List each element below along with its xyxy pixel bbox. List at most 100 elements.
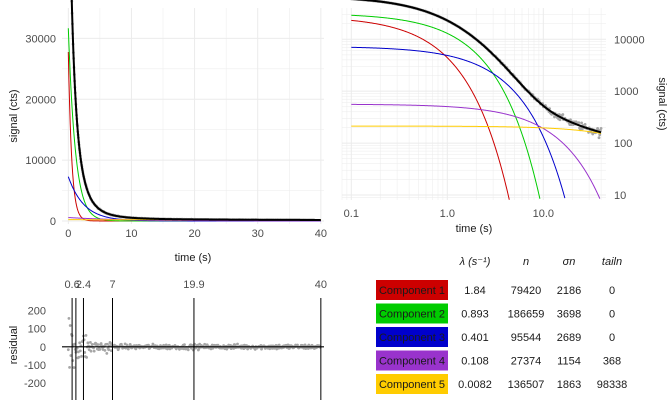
residual-point xyxy=(174,347,178,351)
residual-point xyxy=(303,343,307,347)
residual-point xyxy=(87,348,91,352)
linear-x-tick-label: 30 xyxy=(252,228,264,240)
data-point xyxy=(569,118,572,122)
n-cell: 136507 xyxy=(508,379,545,391)
tail-cell: 0 xyxy=(609,309,615,321)
loglog-tick-labels: 0.1 1.0 10.0 10 100 1000 10000 xyxy=(344,34,645,220)
data-point xyxy=(577,121,581,125)
residual-point xyxy=(190,346,193,350)
loglog-component-curve xyxy=(351,125,602,134)
residual-y-tick-label: -100 xyxy=(24,360,46,372)
linear-y-tick-label: 0 xyxy=(50,216,56,228)
loglog-grid xyxy=(341,8,606,200)
linear-y-tick-label: 20000 xyxy=(25,94,56,106)
component-label: Component 4 xyxy=(379,356,445,368)
linear-fit-curves xyxy=(67,0,321,222)
residual-point xyxy=(236,342,239,346)
table-row: Component 5 0.0082 136507 1863 98338 xyxy=(376,374,627,394)
data-point xyxy=(580,121,584,125)
linear-x-tick-label: 20 xyxy=(188,228,200,240)
residual-point xyxy=(98,347,102,351)
loglog-y-tick-label: 10 xyxy=(614,190,626,202)
residual-point xyxy=(164,343,168,347)
linear-decay-panel: 0 10 20 30 40 0 10000 20000 30000 time (s) signa… xyxy=(8,0,327,264)
table-row: Component 3 0.401 95544 2689 0 xyxy=(376,327,615,347)
y-axis-title: signal (cts) xyxy=(8,89,20,142)
residual-point xyxy=(72,366,76,369)
residual-point xyxy=(99,342,103,345)
component-swatch xyxy=(376,280,448,300)
residual-window-label: 19.9 xyxy=(183,279,204,291)
residual-y-tick-label: 100 xyxy=(28,324,46,336)
lambda-cell: 0.108 xyxy=(461,356,489,368)
residual-point xyxy=(75,346,79,350)
residual-point xyxy=(277,343,281,347)
residual-point xyxy=(109,349,113,353)
linear-total-fit-curve xyxy=(70,0,321,221)
residual-point xyxy=(66,348,70,352)
data-point xyxy=(599,126,603,130)
residual-point xyxy=(96,343,100,347)
linear-x-tick-label: 10 xyxy=(125,228,137,240)
loglog-component-curve xyxy=(351,103,601,199)
table-rows: Component 1 1.84 79420 2186 0 Component 2 0.89… xyxy=(376,280,627,394)
component-swatch xyxy=(376,327,448,347)
residual-y-tick-label: 200 xyxy=(28,306,46,318)
linear-y-tick-label: 10000 xyxy=(25,155,56,167)
loglog-y-tick-label: 100 xyxy=(614,138,632,150)
residual-window-label: 0.6 xyxy=(64,279,79,291)
residual-point xyxy=(105,351,109,355)
lambda-cell: 0.893 xyxy=(461,309,489,321)
loglog-total-fit-curve xyxy=(352,0,602,134)
loglog-x-tick-label: 1.0 xyxy=(440,208,455,220)
table-header: λ (s⁻¹) n σn tailn xyxy=(459,256,622,268)
residual-point xyxy=(89,349,93,353)
component-label: Component 1 xyxy=(379,285,445,297)
tail-cell: 98338 xyxy=(597,379,628,391)
sigma-cell: 1154 xyxy=(557,356,581,368)
sigma-column-header: σn xyxy=(563,256,576,268)
component-label: Component 5 xyxy=(379,379,445,391)
lambda-column-header: λ (s⁻¹) xyxy=(459,256,491,268)
loglog-x-tick-label: 0.1 xyxy=(344,208,359,220)
loglog-component-curve xyxy=(351,46,566,199)
n-cell: 95544 xyxy=(511,332,542,344)
n-cell: 27374 xyxy=(511,356,542,368)
residual-point xyxy=(126,347,130,351)
tail-cell: 368 xyxy=(603,356,621,368)
table-row: Component 4 0.108 27374 1154 368 xyxy=(376,350,621,371)
linear-x-tick-label: 40 xyxy=(315,228,327,240)
tail-cell: 0 xyxy=(609,285,615,297)
sigma-cell: 3698 xyxy=(557,309,581,321)
data-point xyxy=(598,133,602,137)
residual-point xyxy=(103,348,107,352)
residual-lines xyxy=(62,298,324,400)
residual-panel: 0.62.4 7 19.9 40 -200 -100 0 100 200 residual xyxy=(8,279,327,400)
residual-point xyxy=(68,365,71,369)
n-cell: 186659 xyxy=(508,309,545,321)
residual-point xyxy=(73,342,77,346)
component-swatch xyxy=(376,350,448,371)
lambda-cell: 1.84 xyxy=(464,285,485,297)
data-point xyxy=(558,118,562,122)
residual-y-tick-label: 0 xyxy=(40,342,46,354)
residual-point xyxy=(86,341,90,345)
tail-cell: 0 xyxy=(609,332,615,344)
residual-window-label: 2.4 xyxy=(76,279,91,291)
component-swatch xyxy=(376,374,448,394)
residual-point xyxy=(83,351,87,354)
parameter-table: λ (s⁻¹) n σn tailn Component 1 1.84 79420 2… xyxy=(376,256,627,394)
loglog-component-curve xyxy=(351,19,510,200)
residual-point xyxy=(107,348,111,352)
linear-x-tick-label: 0 xyxy=(65,228,71,240)
residual-y-tick-label: -200 xyxy=(24,378,46,390)
component-swatch xyxy=(376,303,448,324)
loglog-fit-curves xyxy=(351,0,602,200)
residual-point xyxy=(90,342,94,346)
data-point xyxy=(583,122,587,126)
loglog-x-axis-title: time (s) xyxy=(456,223,493,235)
table-row: Component 2 0.893 186659 3698 0 xyxy=(376,303,615,324)
loglog-decay-panel: 0.1 1.0 10.0 10 100 1000 10000 time (s) signal… xyxy=(341,0,668,235)
lambda-cell: 0.401 xyxy=(461,332,489,344)
